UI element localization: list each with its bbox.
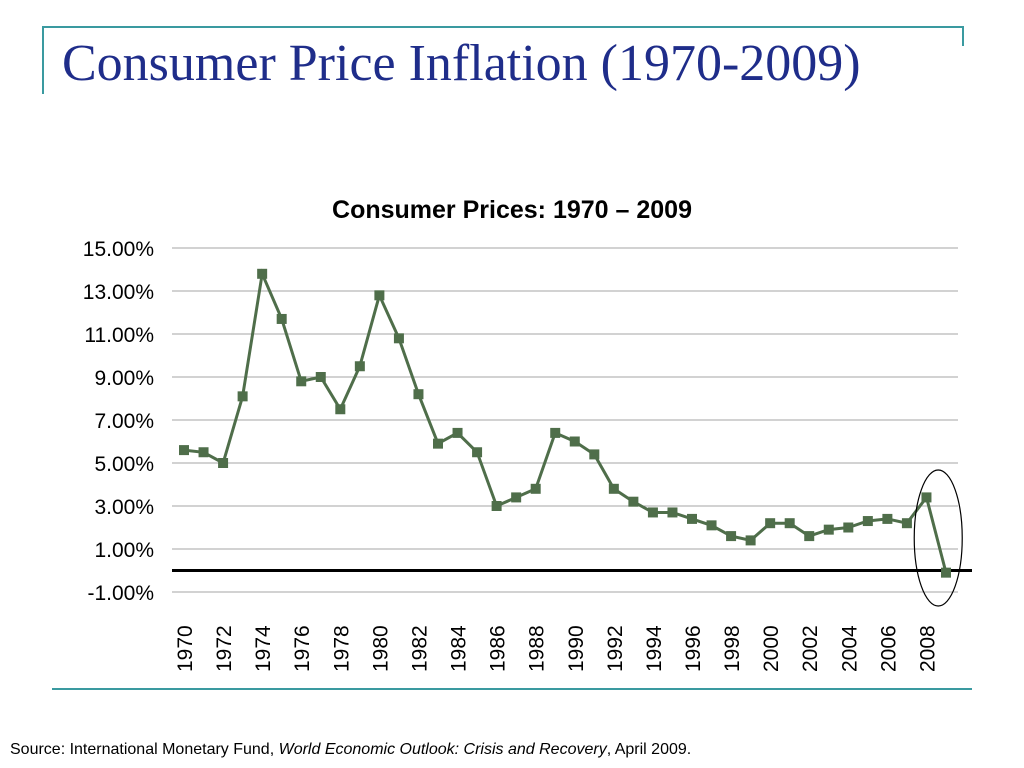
data-point xyxy=(745,535,756,546)
frame-bottom-line xyxy=(52,688,972,690)
data-point xyxy=(452,427,463,438)
data-point xyxy=(726,531,737,542)
data-point xyxy=(179,445,189,456)
frame-right-line xyxy=(962,26,964,46)
y-tick-label: 13.00% xyxy=(83,281,154,304)
y-tick-label: 3.00% xyxy=(94,496,154,519)
x-tick-label: 1998 xyxy=(721,625,744,672)
x-tick-label: 2004 xyxy=(838,625,861,672)
y-tick-label: 1.00% xyxy=(94,539,154,562)
data-point xyxy=(941,567,951,578)
x-tick-label: 1972 xyxy=(213,625,236,672)
data-point xyxy=(296,376,307,387)
x-tick-label: 1980 xyxy=(369,625,392,672)
x-tick-label: 1994 xyxy=(643,625,666,672)
source-note: Source: International Monetary Fund, Wor… xyxy=(10,741,691,759)
frame-top-line xyxy=(42,26,964,28)
data-point xyxy=(413,389,424,400)
y-axis-ticks: -1.00% 1.00% 3.00% 5.00% 7.00% 9.00% 11.00% 13.… xyxy=(83,238,154,605)
data-point xyxy=(589,449,600,460)
data-point xyxy=(628,496,639,507)
y-tick-label: 5.00% xyxy=(94,453,154,476)
x-tick-label: 1976 xyxy=(291,625,314,672)
data-point xyxy=(276,313,287,324)
slide-title: Consumer Price Inflation (1970-2009) xyxy=(62,35,861,92)
x-tick-label: 2000 xyxy=(760,625,783,672)
data-point xyxy=(335,404,346,415)
y-tick-label: -1.00% xyxy=(87,582,154,605)
data-point xyxy=(530,483,541,494)
data-point xyxy=(882,513,893,524)
x-tick-label: 1996 xyxy=(682,625,705,672)
source-suffix: , April 2009. xyxy=(606,741,692,758)
data-point xyxy=(491,501,502,511)
chart-title: Consumer Prices: 1970 – 2009 xyxy=(332,196,692,224)
data-point xyxy=(257,268,268,279)
data-point xyxy=(901,518,912,529)
x-tick-label: 1988 xyxy=(526,625,549,672)
data-point xyxy=(687,513,697,524)
data-point xyxy=(569,436,580,447)
data-point xyxy=(393,333,404,344)
source-publication: World Economic Outlook: Crisis and Recov… xyxy=(278,741,607,758)
data-point xyxy=(433,438,443,449)
x-axis-ticks: 1970 1972 1974 1976 1978 1980 1982 1984 1986 1988… xyxy=(174,625,939,672)
data-point xyxy=(765,518,776,529)
y-tick-label: 15.00% xyxy=(83,238,154,261)
y-tick-label: 11.00% xyxy=(84,324,154,347)
data-point xyxy=(784,518,795,529)
data-point xyxy=(550,427,561,438)
x-tick-label: 1992 xyxy=(604,625,627,672)
data-point xyxy=(315,372,326,382)
data-point xyxy=(706,520,717,531)
y-tick-label: 9.00% xyxy=(94,367,154,390)
data-point xyxy=(667,507,678,518)
data-point xyxy=(198,447,209,458)
x-tick-label: 2006 xyxy=(877,625,900,672)
x-tick-label: 1982 xyxy=(408,625,431,672)
data-point xyxy=(647,507,658,518)
frame-left-line xyxy=(42,26,44,94)
x-tick-label: 1974 xyxy=(252,625,275,672)
data-point xyxy=(354,361,365,372)
source-prefix: Source: International Monetary Fund, xyxy=(10,741,279,758)
data-point xyxy=(472,447,483,458)
x-tick-label: 1986 xyxy=(487,625,510,672)
data-point xyxy=(218,458,229,468)
x-tick-label: 1990 xyxy=(565,625,588,672)
data-points xyxy=(179,268,951,578)
data-point xyxy=(237,391,248,402)
x-tick-label: 2002 xyxy=(799,625,822,672)
data-point xyxy=(511,492,522,503)
x-tick-label: 1984 xyxy=(448,625,471,672)
data-point xyxy=(608,483,619,494)
data-point xyxy=(921,492,932,503)
x-tick-label: 1978 xyxy=(330,625,353,672)
data-point xyxy=(823,524,834,535)
highlight-ellipse xyxy=(913,469,963,607)
data-point xyxy=(862,516,873,527)
data-point xyxy=(804,531,815,542)
x-tick-label: 1970 xyxy=(174,625,197,672)
grid-lines xyxy=(172,247,958,593)
data-point xyxy=(374,290,385,301)
x-tick-label: 2008 xyxy=(916,625,939,672)
data-point xyxy=(843,522,854,533)
y-tick-label: 7.00% xyxy=(94,410,154,433)
series-line xyxy=(183,268,948,573)
